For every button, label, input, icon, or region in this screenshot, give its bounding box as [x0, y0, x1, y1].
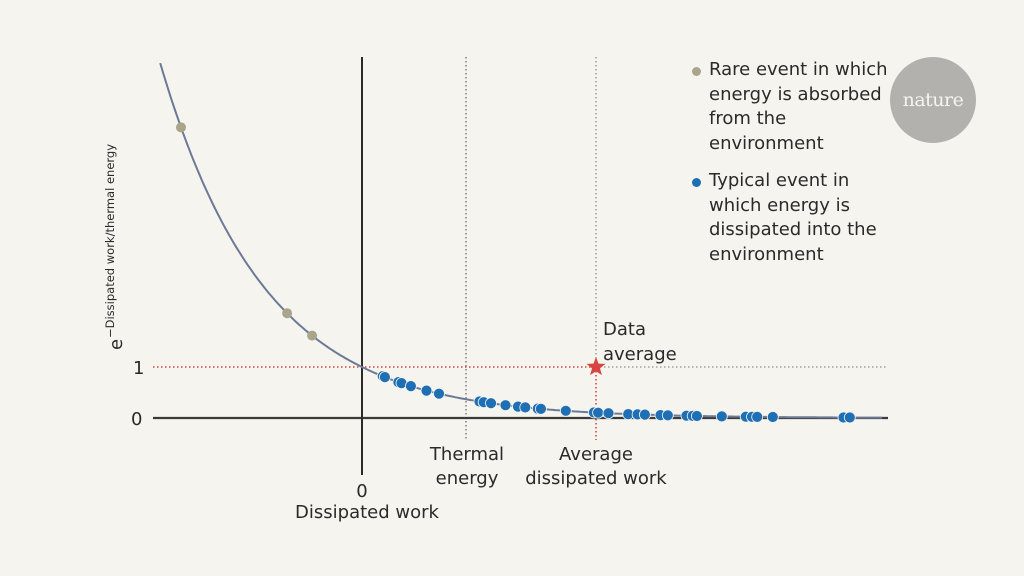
nature-logo-text: nature: [902, 89, 964, 111]
nature-logo: nature: [890, 57, 976, 143]
typical-event-point: [751, 410, 764, 423]
rare-event-marker-icon: [692, 67, 701, 76]
typical-event-point: [535, 402, 547, 415]
typical-event-point: [404, 380, 417, 393]
legend-label-typical: Typical event in which energy is dissipa…: [709, 170, 877, 265]
x-axis-label: Dissipated work: [295, 502, 439, 523]
typical-event-point: [592, 406, 604, 419]
typical-event-point: [433, 387, 445, 400]
data-average-star-icon: [586, 357, 606, 376]
typical-event-marker-icon: [692, 178, 701, 187]
rare-event-point: [307, 330, 318, 341]
typical-event-point: [843, 411, 856, 424]
typical-event-point: [766, 411, 779, 423]
typical-event-point: [715, 410, 728, 423]
typical-event-point: [559, 404, 572, 417]
rare-event-point: [176, 122, 186, 133]
data-average-label-line2: average: [603, 344, 677, 365]
typical-event-point: [691, 410, 703, 422]
thermal-energy-label-line1: Thermal: [429, 444, 504, 465]
legend-label-rare: Rare event in which energy is absorbed f…: [709, 59, 888, 154]
rare-event-point: [282, 308, 293, 319]
y-tick-label-0: 0: [131, 409, 142, 430]
typical-event-point: [499, 399, 512, 412]
average-work-label-line1: Average: [559, 444, 633, 465]
average-work-label-line2: dissipated work: [525, 468, 667, 489]
thermal-energy-label-line2: energy: [436, 468, 499, 489]
y-axis-label-exponent: −Dissipated work/thermal energy: [103, 144, 117, 338]
y-tick-label-1: 1: [133, 358, 144, 379]
data-average-label-line1: Data: [603, 319, 646, 340]
typical-event-point: [378, 371, 391, 384]
typical-event-point: [485, 397, 497, 410]
typical-event-point: [639, 408, 651, 421]
typical-event-point: [519, 401, 532, 414]
typical-event-point: [661, 409, 674, 422]
typical-event-point: [602, 407, 615, 420]
y-axis-label-base: e: [106, 339, 127, 350]
x-tick-label-0: 0: [356, 481, 367, 502]
typical-event-point: [420, 384, 433, 397]
